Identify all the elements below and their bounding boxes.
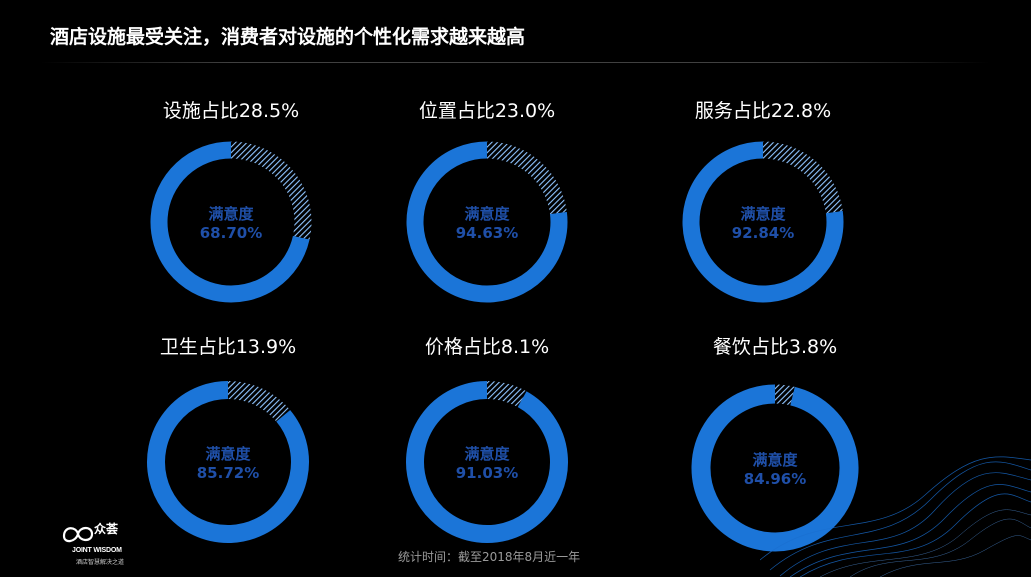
donut-label: 设施占比28.5% — [162, 100, 300, 122]
satisfaction-title: 满意度 — [740, 205, 786, 223]
page-title: 酒店设施最受关注，消费者对设施的个性化需求越来越高 — [50, 26, 526, 48]
footnote: 统计时间：截至2018年8月近一年 — [398, 550, 581, 564]
logo-brand-text: 众荟 — [94, 522, 119, 536]
donut-remainder-arc — [150, 141, 310, 303]
donut-remainder-arc — [406, 381, 568, 543]
donut-share-arc — [486, 141, 567, 215]
donut-label: 位置占比23.0% — [418, 100, 556, 122]
donut-share-arc — [230, 141, 312, 240]
satisfaction-title: 满意度 — [464, 205, 510, 223]
donut-share-arc — [762, 141, 843, 214]
donut-share-arc — [227, 381, 291, 422]
satisfaction-title: 满意度 — [205, 445, 251, 463]
satisfaction-value: 92.84% — [732, 224, 794, 242]
brand-logo: 众荟 JOINT WISDOM 酒店智慧解决之道 — [58, 520, 158, 570]
donut-label: 服务占比22.8% — [694, 100, 832, 122]
logo-english-text: JOINT WISDOM — [72, 547, 122, 554]
title-divider — [40, 62, 990, 63]
donut-remainder-arc — [406, 141, 568, 303]
donut-label: 卫生占比13.9% — [159, 336, 297, 358]
donut-label: 餐饮占比3.8% — [712, 336, 838, 358]
logo-slogan: 酒店智慧解决之道 — [76, 559, 125, 566]
satisfaction-value: 84.96% — [744, 470, 806, 488]
satisfaction-title: 满意度 — [208, 205, 254, 223]
satisfaction-value: 85.72% — [197, 464, 259, 482]
infinity-logo-icon — [62, 526, 94, 543]
donut-panel-service: 服务占比22.8% 满意度 92.84% — [638, 96, 888, 336]
donut-share-arc — [486, 381, 527, 408]
wave-decoration — [760, 456, 1031, 577]
donut-panel-facilities: 设施占比28.5% 满意度 68.70% — [106, 96, 356, 336]
donut-panel-price: 价格占比8.1% 满意度 91.03% — [362, 332, 612, 572]
donut-remainder-arc — [682, 141, 844, 303]
donut-panel-location: 位置占比23.0% 满意度 94.63% — [362, 96, 612, 336]
satisfaction-value: 94.63% — [456, 224, 518, 242]
satisfaction-title: 满意度 — [752, 451, 798, 469]
donut-share-arc — [774, 384, 795, 406]
donut-panel-dining: 餐饮占比3.8% 满意度 84.96% — [650, 332, 900, 572]
donut-label: 价格占比8.1% — [424, 336, 550, 358]
satisfaction-value: 91.03% — [456, 464, 518, 482]
donut-panel-hygiene: 卫生占比13.9% 满意度 85.72% — [103, 332, 353, 572]
donut-remainder-arc — [147, 381, 309, 543]
donut-remainder-arc — [691, 384, 859, 552]
satisfaction-title: 满意度 — [464, 445, 510, 463]
satisfaction-value: 68.70% — [200, 224, 262, 242]
